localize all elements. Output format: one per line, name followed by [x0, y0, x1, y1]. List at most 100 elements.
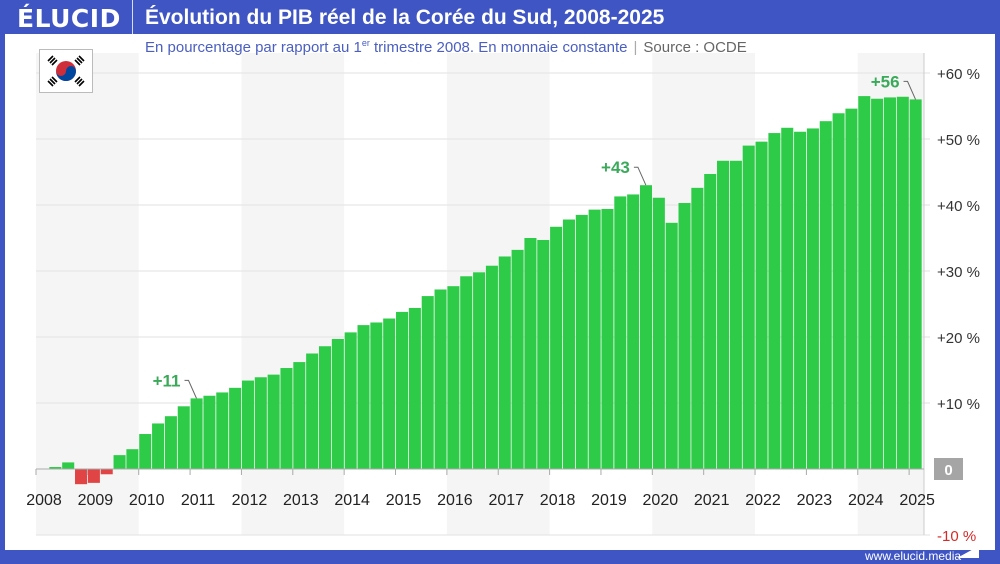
bar [665, 222, 678, 469]
x-tick-label: 2017 [488, 492, 524, 509]
annotation-leader [633, 166, 647, 186]
subtitle-text-2: trimestre 2008. En monnaie constante [369, 39, 628, 56]
bar [473, 272, 486, 469]
bar [550, 226, 563, 469]
bar [627, 194, 640, 469]
bar [447, 286, 460, 469]
bar [216, 392, 229, 469]
bar [652, 197, 665, 470]
annotation-leader [184, 379, 197, 399]
header: ÉLUCID Évolution du PIB réel de la Corée… [0, 0, 1000, 34]
bar [883, 97, 896, 470]
bar [177, 406, 190, 469]
x-tick-label: 2020 [643, 492, 679, 509]
bar [768, 133, 781, 469]
x-tick-label: 2024 [848, 492, 884, 509]
bar [113, 455, 126, 469]
bar [819, 121, 832, 470]
y-tick-label: +50 % [937, 132, 980, 149]
y-tick-label: -10 % [937, 528, 976, 545]
bar [306, 353, 319, 469]
south-korea-flag-icon [39, 49, 93, 93]
chart-title: Évolution du PIB réel de la Corée du Sud… [145, 6, 665, 29]
x-tick-label: 2009 [78, 492, 114, 509]
bar [498, 256, 511, 469]
x-tick-label: 2010 [129, 492, 165, 509]
bar [742, 145, 755, 469]
year-stripe [36, 53, 139, 535]
x-tick-label: 2008 [26, 492, 62, 509]
bar [639, 185, 653, 469]
bar [614, 196, 627, 470]
bar [806, 128, 819, 469]
subtitle-text: En pourcentage par rapport au 1 [145, 39, 362, 56]
y-tick-label: +10 % [937, 396, 980, 413]
bar [434, 289, 447, 469]
bar [164, 416, 177, 469]
footer-url[interactable]: www.elucid.media [865, 549, 962, 563]
bar [845, 108, 858, 469]
bar [396, 311, 409, 469]
bar [241, 380, 254, 469]
bar [717, 160, 730, 469]
y-tick-label: +30 % [937, 264, 980, 281]
bar [318, 346, 332, 469]
subtitle-separator: | [633, 39, 638, 56]
zero-label-box [934, 458, 963, 480]
x-tick-label: 2013 [283, 492, 319, 509]
x-tick-label: 2011 [181, 492, 216, 509]
bar [383, 318, 396, 469]
x-tick-label: 2014 [334, 492, 370, 509]
chart-subtitle: En pourcentage par rapport au 1er trimes… [145, 38, 747, 56]
bar [139, 434, 152, 469]
bar [511, 249, 524, 469]
bar [575, 214, 588, 469]
x-tick-label: 2016 [437, 492, 473, 509]
bar [280, 368, 293, 469]
bar [87, 469, 100, 483]
bar [49, 467, 62, 469]
bar [152, 423, 165, 469]
x-tick-label: 2021 [694, 492, 730, 509]
bar [370, 322, 383, 469]
bar [460, 276, 473, 469]
y-tick-label: 0 [944, 462, 952, 479]
x-tick-label: 2012 [232, 492, 268, 509]
annotation-label: +43 [601, 158, 630, 177]
bar [254, 377, 267, 469]
bar [858, 96, 871, 469]
bar [832, 113, 845, 469]
bar [331, 338, 344, 469]
bar [190, 398, 203, 469]
bar [524, 238, 537, 469]
bar [537, 239, 550, 469]
bar [755, 141, 768, 469]
bar [781, 127, 794, 469]
bar [588, 209, 601, 469]
bar [75, 469, 88, 485]
bar [421, 296, 434, 469]
y-tick-label: +20 % [937, 330, 980, 347]
annotation-leader [903, 80, 916, 100]
bar [601, 208, 614, 469]
bar [485, 265, 498, 469]
subtitle-sup: er [361, 38, 370, 48]
bar [293, 362, 306, 469]
bar [678, 203, 691, 469]
bar [100, 469, 113, 475]
bar [871, 98, 884, 470]
annotation-label: +11 [153, 371, 181, 390]
bar [691, 187, 704, 469]
y-tick-label: +40 % [937, 198, 980, 215]
bar [729, 160, 742, 469]
x-tick-label: 2023 [797, 492, 833, 509]
bar [267, 374, 280, 469]
x-tick-label: 2018 [540, 492, 576, 509]
bar [562, 219, 575, 469]
bar [203, 395, 216, 469]
x-tick-label: 2025 [899, 492, 935, 509]
elucid-logo: ÉLUCID [17, 4, 121, 33]
source-label: Source : OCDE [643, 39, 747, 56]
x-tick-label: 2022 [745, 492, 781, 509]
